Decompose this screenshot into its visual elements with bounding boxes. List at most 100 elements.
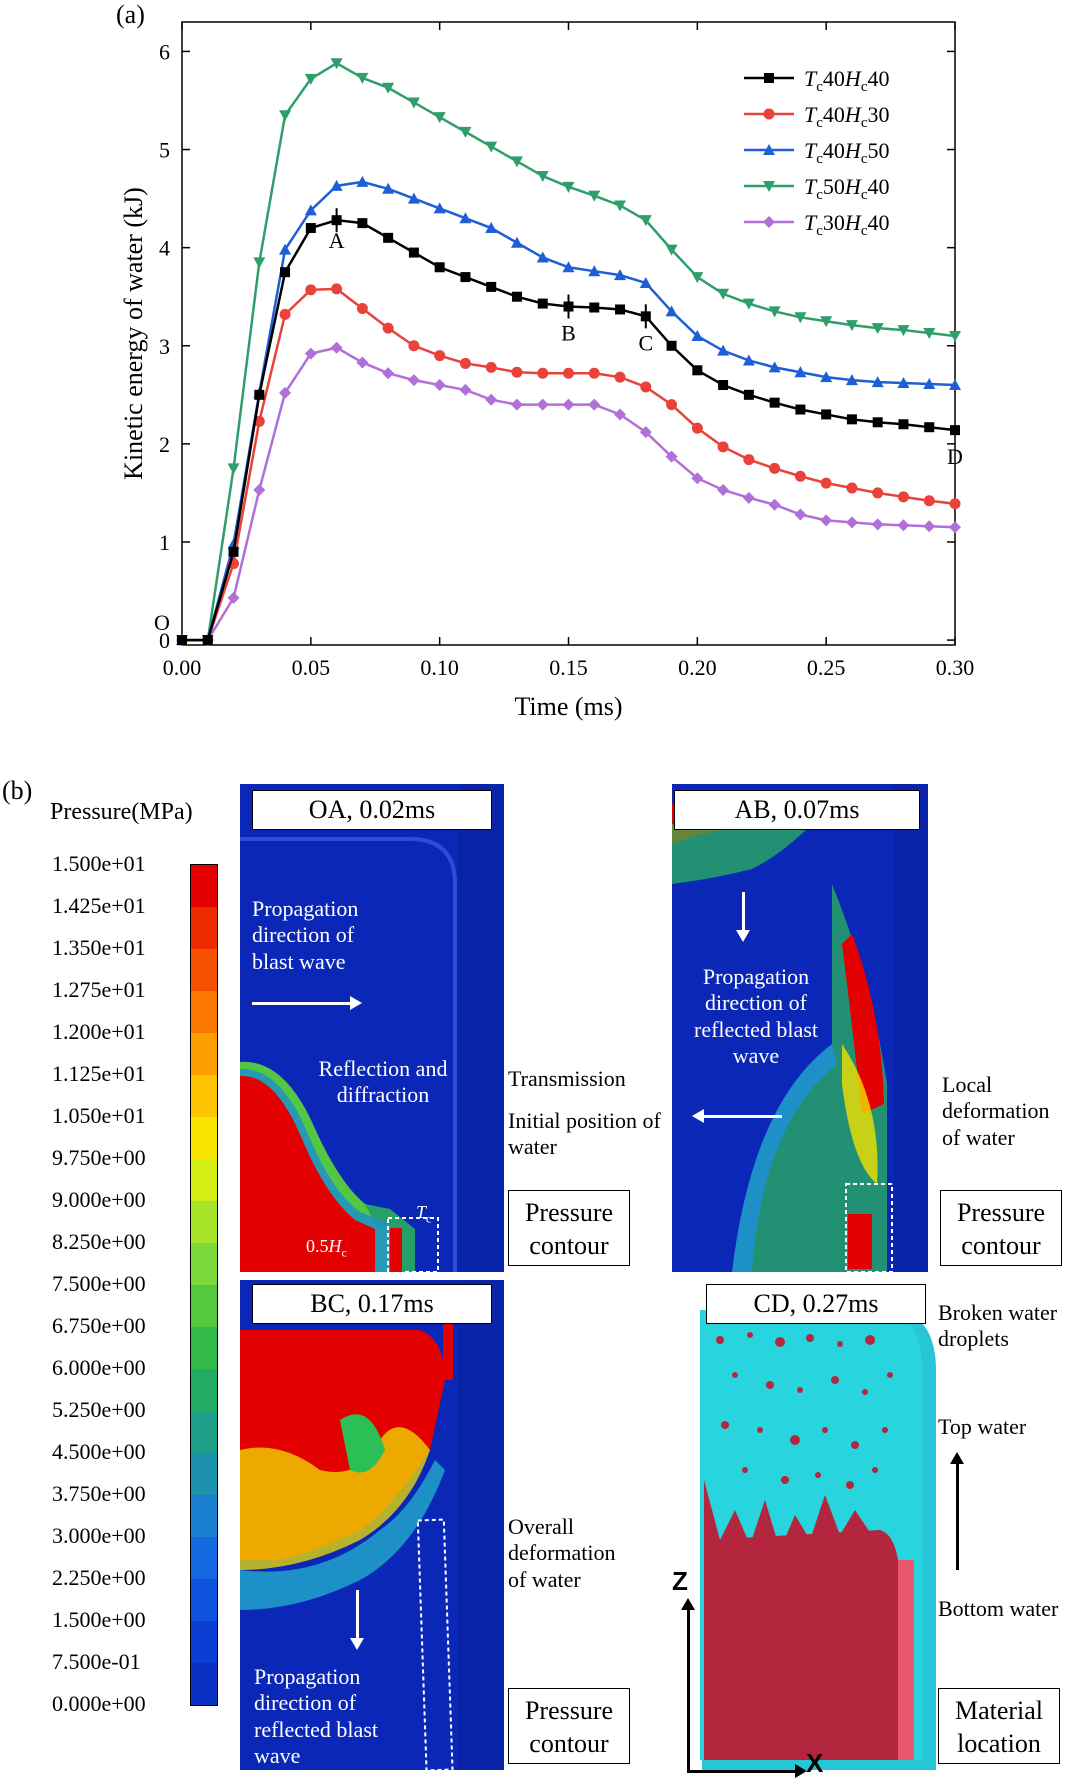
legend-label-tc50hc40: Tc50Hc40 (804, 174, 889, 203)
ab-arrow-down-icon (742, 892, 745, 932)
series-point-tc30hc40 (871, 518, 884, 531)
series-point-tc50hc40 (639, 215, 652, 227)
series-point-tc40hc40 (280, 267, 291, 278)
series-point-tc50hc40 (949, 330, 961, 342)
series-point-tc40hc30 (588, 367, 600, 379)
oa-arrowhead-icon (350, 996, 362, 1010)
series-point-tc40hc30 (846, 482, 858, 494)
series-point-tc30hc40 (820, 514, 833, 527)
colorbar-band (191, 1285, 217, 1327)
series-point-tc30hc40 (459, 383, 472, 396)
series-point-tc40hc40 (872, 417, 883, 428)
series-point-tc40hc50 (536, 251, 549, 263)
colorbar-band (191, 1495, 217, 1537)
series-point-tc40hc40 (202, 635, 213, 646)
series-point-tc40hc50 (330, 179, 343, 191)
series-point-tc50hc40 (459, 126, 472, 138)
series-point-tc40hc40 (743, 389, 754, 400)
series-point-tc40hc30 (614, 371, 626, 383)
series-point-tc40hc30 (666, 399, 678, 411)
series-point-tc40hc50 (562, 261, 575, 273)
series-point-tc40hc30 (537, 367, 549, 379)
series-point-tc40hc40 (228, 546, 239, 557)
series-point-tc40hc50 (949, 379, 961, 391)
series-point-tc40hc40 (460, 272, 471, 283)
colorbar-tick-label: 8.250e+00 (52, 1229, 146, 1254)
series-point-tc50hc40 (691, 272, 704, 284)
colorbar-band (191, 1033, 217, 1075)
series-point-tc50hc40 (820, 316, 833, 328)
series-point-tc40hc40 (434, 262, 445, 273)
series-point-tc50hc40 (433, 112, 446, 124)
series-point-tc50hc40 (227, 463, 240, 475)
ab-contour-panel: AB, 0.07ms Propagation direction of refl… (672, 784, 928, 1272)
y-tick-label: 5 (159, 138, 170, 163)
series-point-tc30hc40 (717, 483, 730, 496)
bc-pressure-contour-box: Pressure contour (508, 1688, 630, 1764)
panel-b-label: (b) (2, 776, 33, 805)
colorbar-band (191, 1327, 217, 1369)
series-point-tc40hc30 (794, 470, 806, 482)
colorbar-tick-label: 5.250e+00 (52, 1397, 146, 1422)
colorbar-tick-label: 1.200e+01 (52, 1019, 146, 1044)
oa-initial-position-label: Initial position of water (508, 1108, 661, 1160)
ab-contour-image (672, 784, 928, 1272)
oa-contour-image (240, 784, 504, 1272)
series-point-tc50hc40 (897, 325, 910, 337)
y-tick-label: 4 (159, 236, 170, 261)
ab-arrowhead-left-icon (692, 1109, 704, 1123)
oa-title-box: OA, 0.02ms (252, 790, 492, 830)
legend-label-tc40hc40: Tc40Hc40 (804, 66, 889, 95)
series-point-tc40hc50 (820, 371, 833, 383)
series-point-tc30hc40 (639, 426, 652, 439)
series-point-tc40hc30 (408, 340, 420, 352)
series-point-tc50hc40 (536, 171, 549, 183)
series-point-tc40hc40 (950, 425, 960, 436)
legend-marker-tc40hc30 (763, 108, 775, 120)
annotation-label: O (154, 610, 170, 635)
series-point-tc40hc30 (872, 487, 884, 499)
series-point-tc40hc50 (742, 354, 755, 366)
series-point-tc40hc40 (486, 281, 497, 292)
series-point-tc30hc40 (485, 393, 498, 406)
series-point-tc30hc40 (742, 491, 755, 504)
cd-top-water-label: Top water (938, 1414, 1027, 1439)
colorbar-tick-label: 3.000e+00 (52, 1523, 146, 1548)
colorbar-band (191, 1075, 217, 1117)
cd-axis-x-label: X (806, 1748, 824, 1778)
colorbar-title: Pressure(MPa) (50, 799, 193, 825)
series-point-tc40hc50 (768, 361, 781, 373)
series-point-tc50hc40 (407, 97, 420, 109)
series-point-tc50hc40 (279, 110, 292, 122)
series-point-tc50hc40 (768, 306, 781, 318)
series-point-tc40hc30 (640, 381, 652, 393)
cd-arrow-up-icon (956, 1460, 959, 1570)
x-tick-label: 0.20 (678, 655, 717, 680)
x-tick-label: 0.15 (549, 655, 588, 680)
legend-label-tc30hc40: Tc30Hc40 (804, 210, 889, 239)
colorbar-tick-label: 1.350e+01 (52, 935, 146, 960)
ab-arrowhead-down-icon (736, 930, 750, 942)
ab-arrow-left-icon (702, 1115, 782, 1118)
panel-a-label: (a) (116, 0, 145, 29)
series-point-tc40hc30 (485, 361, 497, 373)
y-tick-label: 6 (159, 39, 170, 64)
annotation-label: B (561, 321, 576, 346)
series-point-tc40hc40 (666, 340, 677, 351)
series-point-tc30hc40 (279, 386, 292, 399)
colorbar-band (191, 1117, 217, 1159)
series-point-tc50hc40 (304, 73, 317, 85)
cd-bottom-water-label: Bottom water (938, 1596, 1059, 1621)
series-point-tc40hc40 (305, 223, 316, 234)
bc-overall-deformation-label: Overall deformation of water (508, 1514, 616, 1592)
series-point-tc40hc40 (924, 422, 935, 433)
legend-marker-tc40hc40 (764, 73, 774, 83)
colorbar-tick-label: 7.500e-01 (52, 1649, 141, 1674)
colorbar-band (191, 1411, 217, 1453)
series-point-tc30hc40 (382, 367, 395, 380)
series-point-tc50hc40 (562, 181, 575, 193)
series-point-tc30hc40 (536, 398, 549, 411)
cd-material-panel: CD, 0.27ms (700, 1280, 936, 1770)
series-point-tc30hc40 (304, 347, 317, 360)
series-point-tc40hc30 (305, 284, 317, 296)
